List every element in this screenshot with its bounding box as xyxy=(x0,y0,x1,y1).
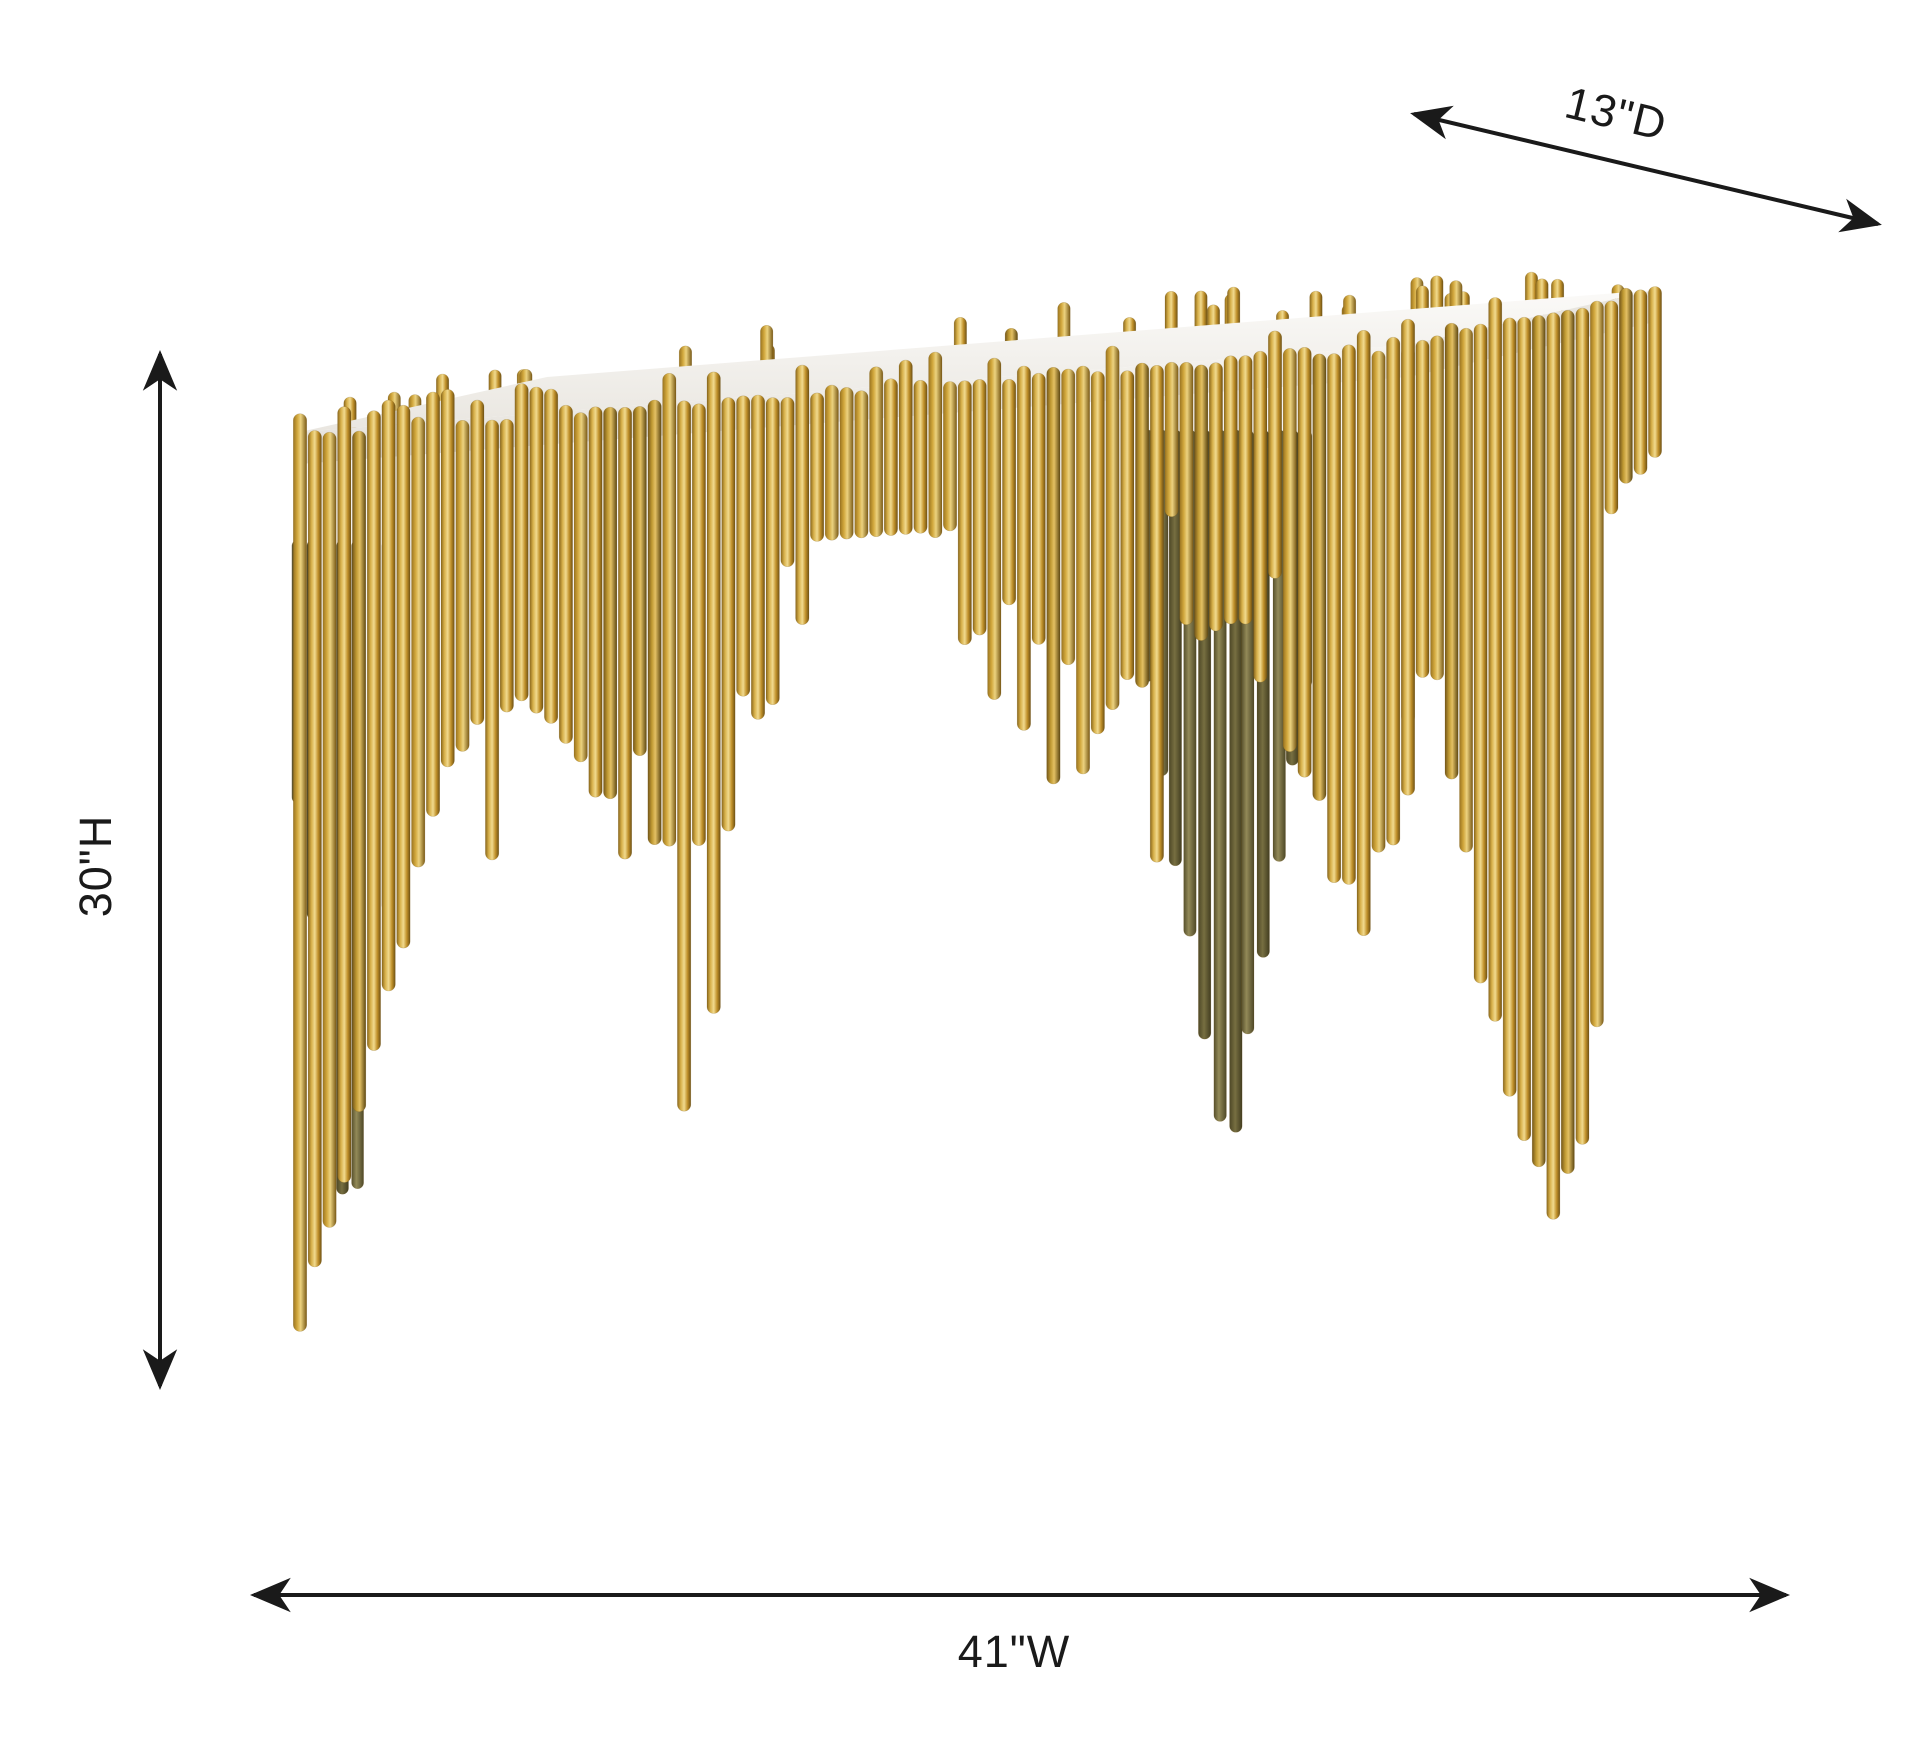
depth-dimension-arrow xyxy=(1410,105,1882,233)
height-dimension-label: 30"H xyxy=(70,814,121,918)
width-dimension-label: 41"W xyxy=(957,1626,1071,1677)
front-face-fringe xyxy=(292,318,1416,1332)
